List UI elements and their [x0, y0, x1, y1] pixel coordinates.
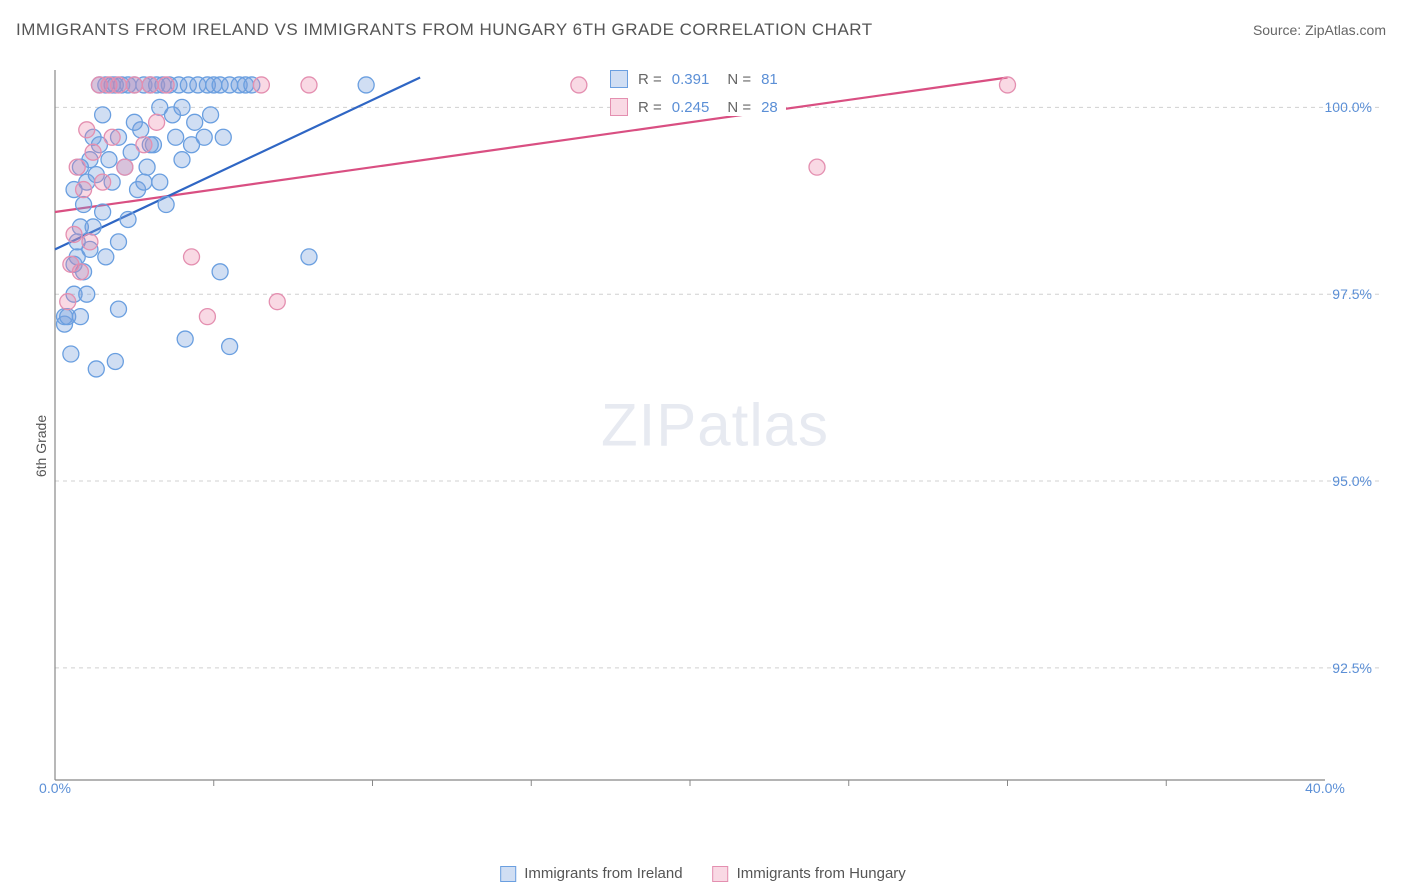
stats-box-ireland: R = 0.391 N = 81	[610, 70, 786, 88]
stats-r-label: R =	[638, 71, 662, 88]
stats-r-label: R =	[638, 99, 662, 116]
stats-r-value: 0.245	[672, 99, 710, 116]
chart-svg	[50, 60, 1380, 820]
legend-item-ireland: Immigrants from Ireland	[500, 865, 682, 882]
y-tick-label: 100.0%	[1325, 99, 1372, 115]
legend-label: Immigrants from Hungary	[737, 865, 906, 882]
stats-box-hungary: R = 0.245 N = 28	[610, 98, 786, 116]
swatch-ireland-icon	[500, 866, 516, 882]
y-axis-label: 6th Grade	[33, 415, 49, 477]
legend-label: Immigrants from Ireland	[524, 865, 682, 882]
stats-n-value: 81	[761, 71, 778, 88]
source-label: Source: ZipAtlas.com	[1253, 22, 1386, 38]
swatch-ireland-icon	[610, 70, 628, 88]
legend-item-hungary: Immigrants from Hungary	[713, 865, 906, 882]
stats-n-label: N =	[727, 99, 751, 116]
y-tick-label: 92.5%	[1332, 660, 1372, 676]
stats-n-label: N =	[727, 71, 751, 88]
chart-title: IMMIGRANTS FROM IRELAND VS IMMIGRANTS FR…	[16, 20, 873, 40]
y-tick-label: 97.5%	[1332, 286, 1372, 302]
stats-n-value: 28	[761, 99, 778, 116]
plot-area: ZIPatlas R = 0.391 N = 81 R = 0.245 N = …	[50, 60, 1380, 820]
stats-r-value: 0.391	[672, 71, 710, 88]
swatch-hungary-icon	[713, 866, 729, 882]
bottom-legend: Immigrants from Ireland Immigrants from …	[500, 865, 906, 882]
x-tick-label: 0.0%	[39, 780, 71, 796]
swatch-hungary-icon	[610, 98, 628, 116]
y-tick-label: 95.0%	[1332, 473, 1372, 489]
x-tick-label: 40.0%	[1305, 780, 1345, 796]
